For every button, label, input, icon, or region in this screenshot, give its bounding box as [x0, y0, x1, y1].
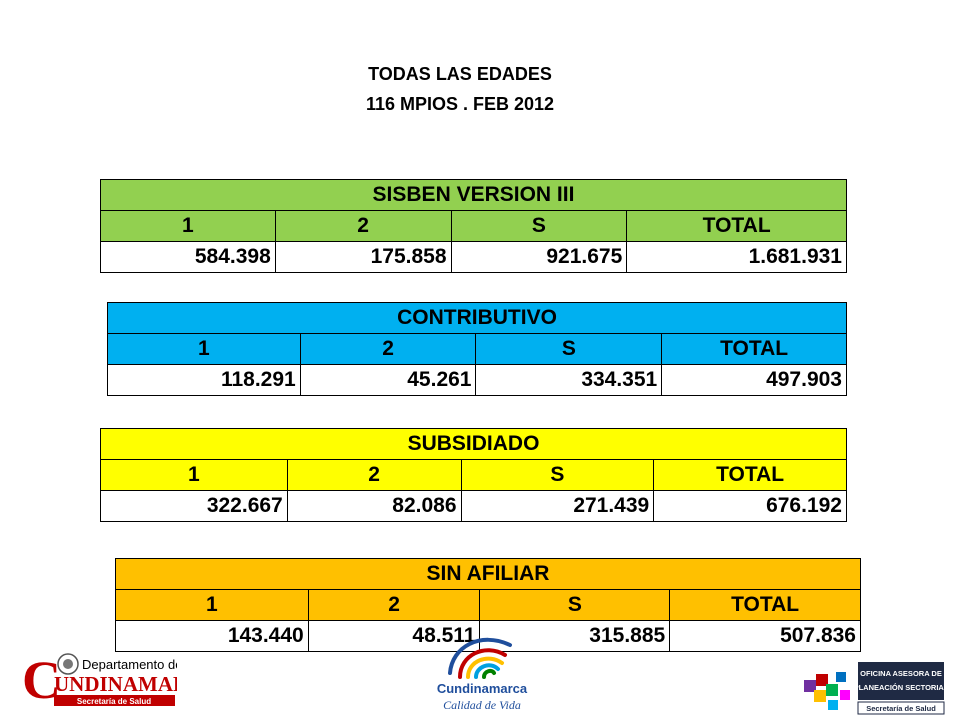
table-value-row: 322.667 82.086 271.439 676.192: [100, 490, 847, 522]
header-cell: S: [460, 459, 655, 491]
planeacion-logo-graphic: OFICINA ASESORA DE PLANEACIÓN SECTORIAL …: [804, 662, 949, 715]
cundinamarca-calidad-logo: Cundinamarca Calidad de Vida: [430, 625, 535, 715]
planeacion-line-2: PLANEACIÓN SECTORIAL: [854, 683, 945, 692]
table-header-row: 1 2 S TOTAL: [100, 459, 847, 491]
table-value-row: 584.398 175.858 921.675 1.681.931: [100, 241, 847, 273]
table-value-row: 143.440 48.511 315.885 507.836: [115, 620, 861, 652]
header-cell: 1: [100, 459, 288, 491]
swirl-icon: [448, 637, 512, 679]
table-header-row: 1 2 S TOTAL: [107, 333, 847, 365]
calidad-logo-name: Cundinamarca: [437, 681, 528, 696]
value-cell: 48.511: [307, 620, 481, 652]
planeacion-sectorial-logo: OFICINA ASESORA DE PLANEACIÓN SECTORIAL …: [800, 660, 949, 715]
header-cell: 1: [107, 333, 301, 365]
header-cell: 2: [274, 210, 452, 242]
header-cell: S: [450, 210, 628, 242]
header-cell: TOTAL: [653, 459, 847, 491]
calidad-logo-tagline: Calidad de Vida: [443, 698, 521, 712]
table-subsidiado: SUBSIDIADO 1 2 S TOTAL 322.667 82.086 27…: [100, 428, 847, 522]
table-title: CONTRIBUTIVO: [107, 302, 847, 334]
value-cell: 676.192: [653, 490, 847, 522]
heading-line-1: TODAS LAS EDADES: [368, 64, 552, 84]
calidad-logo-graphic: Cundinamarca Calidad de Vida: [437, 637, 528, 712]
table-sin-afiliar: SIN AFILIAR 1 2 S TOTAL 143.440 48.511 3…: [115, 558, 861, 652]
planeacion-title-box: [858, 662, 944, 700]
table-title-row: SUBSIDIADO: [100, 428, 847, 460]
value-cell: 315.885: [479, 620, 671, 652]
seal-icon: [57, 653, 79, 675]
table-title: SIN AFILIAR: [115, 558, 861, 590]
value-cell: 175.858: [274, 241, 452, 273]
table-title-row: CONTRIBUTIVO: [107, 302, 847, 334]
table-title-row: SISBEN VERSION III: [100, 179, 847, 211]
header-cell: 1: [100, 210, 276, 242]
value-cell: 497.903: [661, 364, 847, 396]
value-cell: 507.836: [669, 620, 861, 652]
planeacion-sub-box: [857, 701, 945, 715]
table-title-row: SIN AFILIAR: [115, 558, 861, 590]
table-value-row: 118.291 45.261 334.351 497.903: [107, 364, 847, 396]
value-cell: 118.291: [107, 364, 301, 396]
header-cell: TOTAL: [661, 333, 847, 365]
header-cell: 2: [307, 589, 481, 621]
value-cell: 1.681.931: [626, 241, 847, 273]
value-cell: 921.675: [450, 241, 628, 273]
header-cell: TOTAL: [669, 589, 861, 621]
table-contributivo: CONTRIBUTIVO 1 2 S TOTAL 118.291 45.261 …: [107, 302, 847, 396]
logo-subtitle: Secretaría de Salud: [77, 697, 151, 706]
planeacion-line-1: OFICINA ASESORA DE: [860, 669, 942, 678]
department-logo-graphic: C Departamento de UNDINAMARCA Secretaría…: [22, 650, 219, 710]
header-cell: S: [475, 333, 663, 365]
table-title: SUBSIDIADO: [100, 428, 847, 460]
header-cell: 1: [115, 589, 309, 621]
header-cell: S: [479, 589, 671, 621]
value-cell: 322.667: [100, 490, 288, 522]
puzzle-icon: [804, 672, 850, 710]
header-cell: 2: [286, 459, 462, 491]
table-header-row: 1 2 S TOTAL: [100, 210, 847, 242]
header-cell: 2: [299, 333, 477, 365]
value-cell: 334.351: [475, 364, 663, 396]
value-cell: 143.440: [115, 620, 309, 652]
logo-line-2: UNDINAMARCA: [54, 672, 177, 696]
planeacion-subtitle: Secretaría de Salud: [866, 704, 936, 713]
header-cell: TOTAL: [626, 210, 847, 242]
seal-center-icon: [63, 659, 73, 669]
cundinamarca-department-logo: C Departamento de UNDINAMARCA Secretaría…: [22, 650, 219, 710]
table-sisben: SISBEN VERSION III 1 2 S TOTAL 584.398 1…: [100, 179, 847, 273]
value-cell: 82.086: [286, 490, 462, 522]
table-title: SISBEN VERSION III: [100, 179, 847, 211]
table-header-row: 1 2 S TOTAL: [115, 589, 861, 621]
value-cell: 271.439: [460, 490, 655, 522]
heading-line-2: 116 MPIOS . FEB 2012: [365, 94, 555, 114]
logo-subtitle-bar: [54, 695, 175, 706]
logo-line-1: Departamento de: [82, 657, 177, 672]
value-cell: 584.398: [100, 241, 276, 273]
value-cell: 45.261: [299, 364, 477, 396]
